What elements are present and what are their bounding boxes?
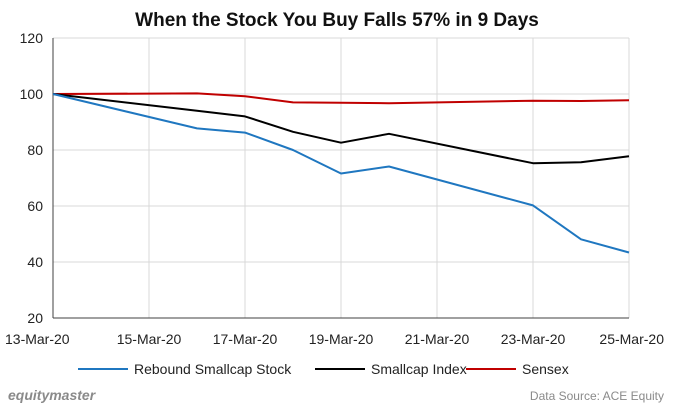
y-tick-label: 120 [20, 30, 44, 46]
y-tick-label: 60 [27, 198, 43, 214]
y-tick-label: 100 [20, 86, 44, 102]
legend-label: Sensex [522, 361, 569, 377]
grid [52, 37, 630, 318]
x-tick-label: 25-Mar-20 [599, 331, 664, 347]
x-tick-label: 19-Mar-20 [309, 331, 374, 347]
y-tick-label: 20 [27, 310, 43, 326]
series [52, 92, 630, 254]
x-tick-label: 17-Mar-20 [213, 331, 278, 347]
brand-logo: equitymaster [8, 387, 97, 403]
x-tick-label: 21-Mar-20 [405, 331, 470, 347]
chart-title: When the Stock You Buy Falls 57% in 9 Da… [135, 10, 539, 31]
series-line-2 [52, 92, 630, 105]
y-tick-label: 80 [27, 142, 43, 158]
legend-label: Smallcap Index [371, 361, 467, 377]
x-tick-label: 13-Mar-20 [5, 331, 70, 347]
x-tick-label: 23-Mar-20 [501, 331, 566, 347]
y-tick-label: 40 [27, 254, 43, 270]
data-source: Data Source: ACE Equity [530, 389, 664, 403]
legend: Rebound Smallcap Stock Smallcap Index Sens… [78, 361, 569, 377]
axes: 20 40 60 80 100 120 13-Mar-20 15-Mar-20 17-Mar-2… [5, 30, 664, 347]
legend-label: Rebound Smallcap Stock [134, 361, 292, 377]
series-line-0 [52, 93, 630, 254]
series-line-1 [52, 93, 630, 165]
x-tick-label: 15-Mar-20 [117, 331, 182, 347]
